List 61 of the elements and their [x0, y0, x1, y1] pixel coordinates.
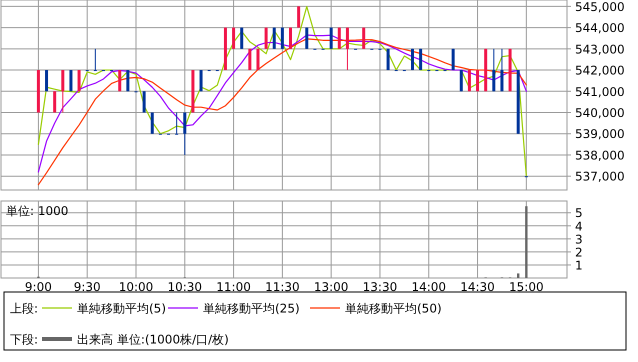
x-tick-label: 15:00 — [509, 280, 544, 294]
candlestick — [346, 27, 349, 71]
x-tick-label: 11:00 — [216, 280, 251, 294]
candlestick — [69, 70, 72, 92]
candlestick — [200, 70, 203, 92]
candlestick — [468, 70, 471, 92]
legend-label: 単純移動平均(25) — [203, 302, 300, 316]
y-tick-label: 2 — [575, 245, 583, 260]
candlestick — [460, 70, 463, 92]
y-tick-label: 539,000 — [575, 127, 625, 142]
candlestick — [362, 27, 366, 50]
y-tick-label: 543,000 — [575, 42, 625, 56]
legend-title: 下段: — [10, 332, 38, 346]
y-tick-label: 545,000 — [575, 0, 625, 14]
candlestick — [272, 27, 276, 50]
x-tick-label: 11:30 — [265, 280, 300, 294]
y-tick-label: 1 — [575, 258, 583, 272]
candlestick — [476, 70, 480, 92]
candlestick — [280, 27, 284, 50]
candlestick — [150, 112, 154, 134]
candlestick — [78, 70, 81, 92]
candlestick — [118, 70, 122, 92]
y-tick-label: 540,000 — [575, 106, 625, 120]
candlestick — [45, 70, 48, 92]
y-tick-label: 4 — [575, 219, 583, 234]
x-tick-label: 14:30 — [460, 280, 495, 294]
x-tick-label: 10:00 — [118, 280, 154, 294]
x-tick-label: 13:30 — [362, 280, 398, 294]
candlestick — [94, 48, 97, 72]
candlestick — [61, 70, 64, 114]
y-tick-label: 538,000 — [575, 148, 625, 162]
x-tick-label: 10:30 — [167, 280, 202, 294]
candlestick — [183, 112, 186, 156]
legend-label: 出来高 単位:(1000株/口/枚) — [77, 332, 229, 346]
candlestick — [330, 27, 333, 50]
candlestick — [232, 27, 236, 50]
y-tick-label: 5 — [575, 206, 583, 220]
bar — [525, 206, 528, 278]
x-tick-label: 9:30 — [74, 280, 101, 294]
bar — [517, 273, 520, 278]
y-tick-label: 541,000 — [575, 84, 625, 99]
candlestick — [126, 70, 130, 92]
candlestick — [500, 48, 504, 92]
annotation: 単位: 1000 — [6, 204, 68, 218]
candlestick — [492, 48, 496, 92]
y-tick-label: 542,000 — [575, 64, 625, 78]
line-series — [38, 6, 527, 177]
candlestick — [264, 27, 268, 50]
y-tick-label: 537,000 — [575, 170, 625, 184]
legend-label: 単純移動平均(50) — [345, 302, 442, 316]
y-tick-label: 544,000 — [575, 21, 625, 36]
x-tick-label: 13:00 — [314, 280, 348, 294]
candlestick — [240, 27, 244, 50]
legend-label: 単純移動平均(5) — [77, 302, 166, 316]
x-tick-label: 14:00 — [411, 280, 446, 294]
x-tick-label: 9:00 — [24, 280, 52, 294]
candlestick — [305, 27, 308, 50]
y-tick-label: 3 — [575, 232, 583, 246]
candlestick — [338, 27, 341, 50]
candlestick — [175, 112, 178, 135]
legend-title: 上段: — [10, 302, 38, 316]
